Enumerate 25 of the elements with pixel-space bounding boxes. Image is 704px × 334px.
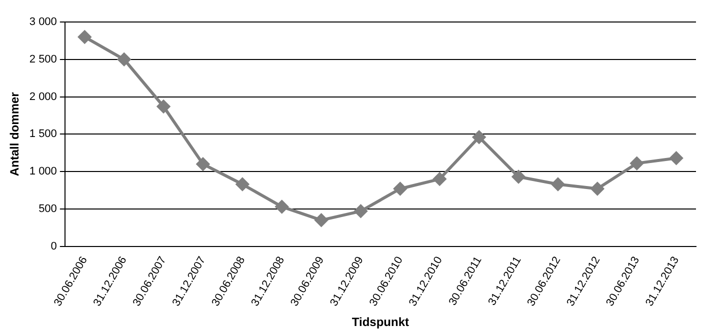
- y-tick-label: 500: [38, 202, 57, 215]
- point: [314, 214, 328, 227]
- x-axis-title: Tidspunkt: [352, 315, 410, 330]
- point: [157, 100, 170, 113]
- y-tick-label: 2 000: [29, 90, 57, 103]
- y-tick-label: 0: [50, 240, 57, 252]
- point: [275, 200, 288, 214]
- y-tick-label: 3 000: [29, 16, 57, 28]
- point: [630, 156, 644, 170]
- point: [78, 30, 92, 44]
- y-axis-title: Antall dommer: [8, 92, 22, 176]
- point: [433, 172, 446, 186]
- point: [394, 182, 407, 196]
- point: [472, 130, 486, 144]
- y-tick-label: 2 500: [29, 53, 57, 66]
- point: [512, 170, 526, 184]
- point: [354, 204, 368, 218]
- y-tick-label: 1 500: [29, 128, 57, 140]
- point: [670, 152, 683, 165]
- point: [118, 52, 131, 66]
- y-tick-label: 1 000: [29, 166, 57, 178]
- point: [196, 158, 210, 171]
- point: [590, 182, 604, 196]
- point: [236, 178, 249, 191]
- point: [551, 178, 564, 191]
